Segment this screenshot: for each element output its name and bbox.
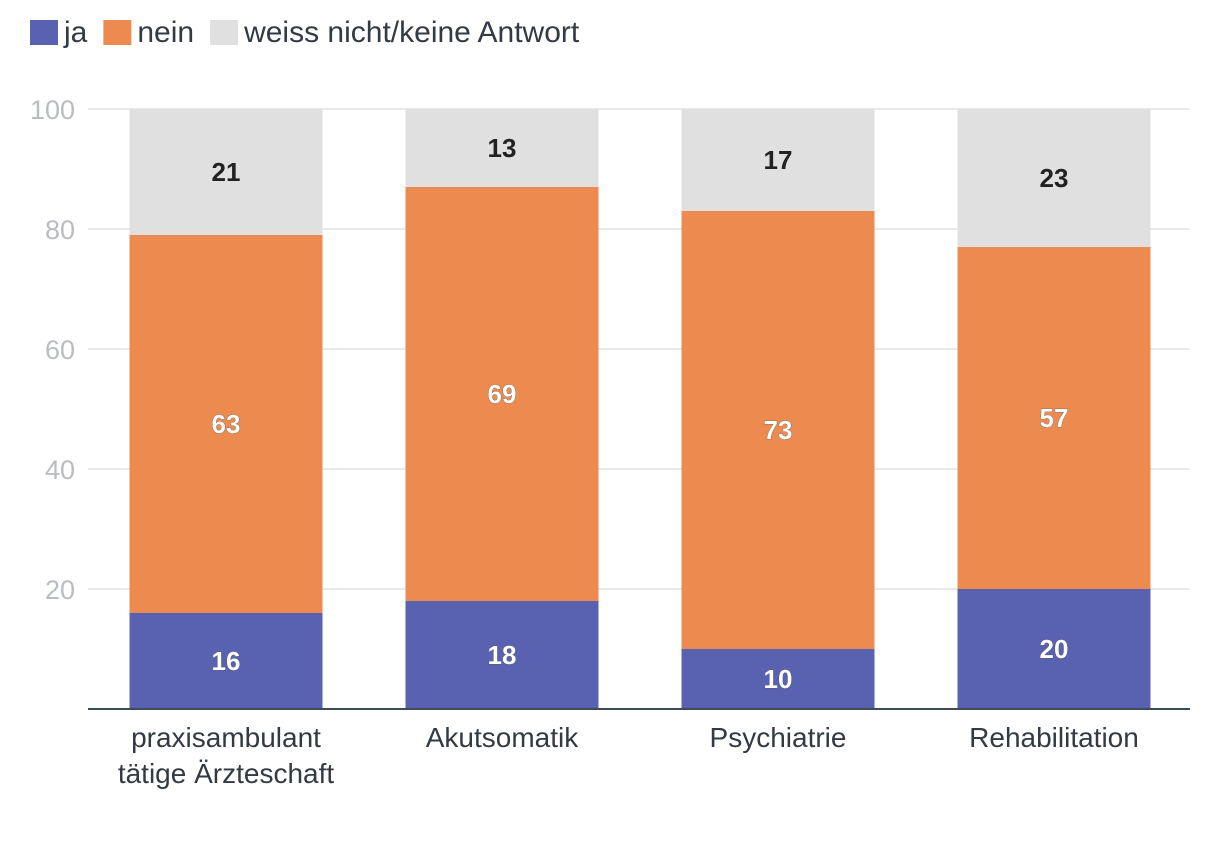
bar-segment xyxy=(129,613,323,709)
x-tick-label-line: praxisambulant xyxy=(131,722,321,753)
bar-segment xyxy=(681,211,875,649)
x-axis: praxisambulant tätige Ärzteschaft Akutsoma… xyxy=(118,722,1139,789)
y-axis: 20 40 60 80 100 xyxy=(30,95,75,605)
bar-segment xyxy=(681,649,875,709)
x-tick-label-line: Akutsomatik xyxy=(426,722,579,753)
data-label: 16 xyxy=(212,646,241,676)
x-tick-label: praxisambulant tätige Ärzteschaft xyxy=(118,722,335,789)
bar-segment xyxy=(129,235,323,613)
legend-swatch xyxy=(30,20,58,45)
x-tick-label-line: Rehabilitation xyxy=(969,722,1139,753)
bars: 16 63 21 18 69 13 10 73 17 20 57 23 xyxy=(129,109,1151,709)
x-tick-label: Psychiatrie xyxy=(710,722,847,753)
data-label: 18 xyxy=(488,640,517,670)
legend-item: nein xyxy=(103,16,194,49)
legend-label: weiss nicht/keine Antwort xyxy=(243,16,580,49)
data-label: 21 xyxy=(212,157,241,187)
legend-swatch xyxy=(103,20,132,45)
x-tick-label: Rehabilitation xyxy=(969,722,1139,753)
bar-segment xyxy=(129,109,323,235)
legend-swatch xyxy=(210,20,239,45)
x-tick-label-line: Psychiatrie xyxy=(710,722,847,753)
data-label: 73 xyxy=(764,415,793,445)
bar-segment xyxy=(957,109,1151,247)
legend: ja nein weiss nicht/keine Antwort xyxy=(30,16,580,49)
data-label: 63 xyxy=(212,409,241,439)
y-tick-label: 40 xyxy=(45,455,75,485)
bar-segment xyxy=(405,109,599,187)
data-label: 10 xyxy=(764,664,793,694)
y-tick-label: 20 xyxy=(45,575,75,605)
bar-stack: 10 73 17 xyxy=(681,109,875,709)
y-tick-label: 60 xyxy=(45,335,75,365)
bar-segment xyxy=(405,187,599,601)
data-label: 17 xyxy=(764,145,793,175)
legend-label: ja xyxy=(63,16,88,49)
bar-stack: 18 69 13 xyxy=(405,109,599,709)
x-tick-label: Akutsomatik xyxy=(426,722,579,753)
bar-segment xyxy=(957,589,1151,709)
legend-item: ja xyxy=(30,16,88,49)
data-label: 13 xyxy=(488,133,517,163)
bar-stack: 16 63 21 xyxy=(129,109,323,709)
y-tick-label: 80 xyxy=(45,215,75,245)
legend-label: nein xyxy=(137,16,194,49)
bar-segment xyxy=(405,601,599,709)
bar-stack: 20 57 23 xyxy=(957,109,1151,709)
data-label: 57 xyxy=(1040,403,1069,433)
legend-item: weiss nicht/keine Antwort xyxy=(210,16,580,49)
data-label: 69 xyxy=(488,379,517,409)
data-label: 23 xyxy=(1040,163,1069,193)
data-label: 20 xyxy=(1040,634,1069,664)
y-tick-label: 100 xyxy=(30,95,75,125)
x-tick-label-line: tätige Ärzteschaft xyxy=(118,758,335,789)
bar-segment xyxy=(957,247,1151,589)
bar-segment xyxy=(681,109,875,211)
